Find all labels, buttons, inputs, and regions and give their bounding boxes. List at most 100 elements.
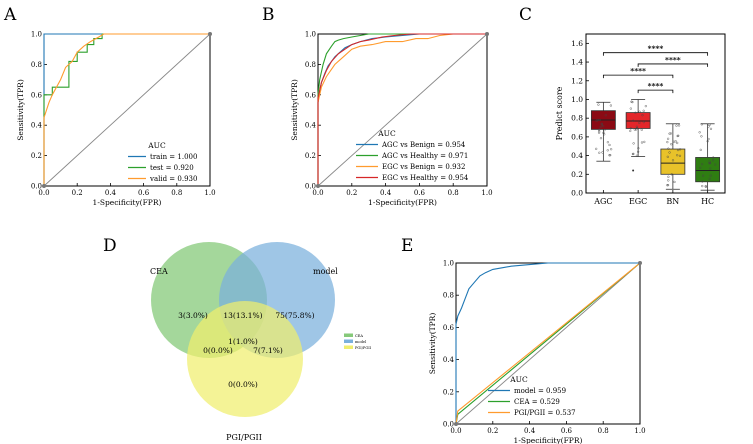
y-tick-label: 1.0 <box>305 31 316 39</box>
jitter-point <box>679 148 682 151</box>
y-tick-label: 1.2 <box>571 76 583 85</box>
y-tick-label: 0.4 <box>443 356 455 364</box>
jitter-point <box>670 143 673 146</box>
y-tick-label: 1.0 <box>443 260 454 268</box>
jitter-point <box>638 110 641 113</box>
panel-label-e: E <box>401 236 413 256</box>
jitter-point <box>609 154 612 157</box>
jitter-point <box>602 125 605 128</box>
jitter-point <box>640 141 644 144</box>
x-tick-label: 0.2 <box>346 189 357 197</box>
jitter-point <box>704 185 707 188</box>
jitter-point <box>600 122 603 125</box>
jitter-point <box>706 140 709 143</box>
roc-line <box>317 33 487 186</box>
jitter-point <box>601 151 604 154</box>
legend-title: AUC <box>147 141 166 150</box>
jitter-point <box>637 150 640 153</box>
venn-region-cea-only: 3(3.0%) <box>178 311 208 320</box>
jitter-point <box>701 163 704 166</box>
y-tick-label: 0.4 <box>305 122 317 130</box>
x-tick-label: 0.2 <box>487 427 498 435</box>
jitter-point <box>712 156 715 159</box>
venn-set-label-model: model <box>313 267 338 276</box>
venn-legend-swatch <box>344 339 353 343</box>
panel-label-c: C <box>519 5 532 25</box>
jitter-point <box>595 147 598 150</box>
legend-title: AUC <box>509 375 528 384</box>
roc-chart-e: 0.0 0.2 0.4 0.6 0.8 1.0 0.0 0.2 0.4 0.6 0.8 1.0 1-Sp… <box>428 260 646 444</box>
jitter-point <box>604 114 607 117</box>
jitter-point <box>714 163 717 166</box>
x-tick-label: 0.0 <box>38 189 49 197</box>
x-tick-label: 0.4 <box>524 427 536 435</box>
jitter-point <box>642 109 645 112</box>
plot-frame <box>585 33 726 194</box>
panel-label-b: B <box>262 5 275 25</box>
x-tick-label: 1.0 <box>634 427 645 435</box>
jitter-point <box>699 148 702 151</box>
roc-line <box>43 33 210 186</box>
jitter-point <box>678 154 682 157</box>
jitter-point <box>629 127 632 130</box>
x-tick-label: BN <box>666 197 679 206</box>
y-tick-label: 0.2 <box>31 152 42 160</box>
jitter-point <box>701 184 704 188</box>
jitter-point <box>667 175 670 178</box>
legend-entry: AGC vs Benign = 0.954 <box>381 141 466 149</box>
x-tick-label: 0.2 <box>72 189 83 197</box>
jitter-point <box>633 128 636 131</box>
significance-label: **** <box>648 44 664 53</box>
y-tick-label: 0.0 <box>31 183 42 191</box>
jitter-point <box>597 131 601 134</box>
box-plot-c: 0.0 0.2 0.4 0.6 0.8 1.0 1.2 1.4 1.6 Predict score… <box>555 33 726 206</box>
jitter-point <box>609 104 612 107</box>
jitter-point <box>637 147 640 150</box>
jitter-point <box>629 107 632 110</box>
jitter-point <box>608 154 611 157</box>
x-tick-label: 1.0 <box>481 189 492 197</box>
venn-diagram-d: CEA model PGI/PGII 3(3.0%) 13(13.1%) 75(75.8%… <box>150 242 372 442</box>
box-body <box>660 148 686 175</box>
x-axis-label: 1-Specificity(FPR) <box>93 198 162 207</box>
jitter-point <box>632 119 635 122</box>
x-tick-label: 0.8 <box>171 189 182 197</box>
jitter-point <box>598 118 601 122</box>
venn-region-model-pgi: 7(7.1%) <box>253 346 283 355</box>
y-tick-label: 0.8 <box>443 292 454 300</box>
jitter-point <box>606 141 609 144</box>
x-tick-label: 0.0 <box>450 427 461 435</box>
x-tick-label: 0.0 <box>312 189 323 197</box>
y-tick-label: 0.8 <box>31 61 42 69</box>
jitter-point <box>669 132 672 135</box>
x-tick-label: 0.4 <box>380 189 392 197</box>
jitter-point <box>603 129 606 132</box>
x-tick-label: 0.6 <box>138 189 150 197</box>
y-tick-label: 0.2 <box>305 152 316 160</box>
jitter-point <box>676 154 679 157</box>
venn-legend-swatch <box>344 345 353 349</box>
roc-chart-b: 0.0 0.2 0.4 0.6 0.8 1.0 0.0 0.2 0.4 0.6 0.8 1.0 1-Sp… <box>290 31 493 208</box>
roc-line <box>455 262 640 424</box>
y-tick-label: 0.2 <box>443 388 454 396</box>
significance-bracket <box>637 63 709 67</box>
venn-region-pgi-only: 0(0.0%) <box>228 380 258 389</box>
venn-legend-label: model <box>355 340 367 344</box>
x-tick-label: AGC <box>593 197 612 206</box>
jitter-point <box>610 148 613 151</box>
y-tick-label: 1.4 <box>571 58 583 67</box>
jitter-point <box>667 179 670 182</box>
x-axis-label: 1-Specificity(FPR) <box>514 436 583 444</box>
jitter-point <box>673 180 676 184</box>
jitter-point <box>671 159 675 162</box>
y-tick-label: 1.6 <box>571 39 583 48</box>
jitter-point <box>700 123 703 126</box>
chance-diagonal <box>317 33 488 187</box>
significance-bracket <box>602 52 709 56</box>
y-tick-label: 1.0 <box>571 95 583 104</box>
venn-legend-label: CEA <box>355 334 363 338</box>
y-tick-label: 0.8 <box>305 61 316 69</box>
y-axis-label: Sensitivity(TPR) <box>290 79 299 141</box>
roc-line <box>455 262 641 425</box>
jitter-point <box>608 143 611 147</box>
